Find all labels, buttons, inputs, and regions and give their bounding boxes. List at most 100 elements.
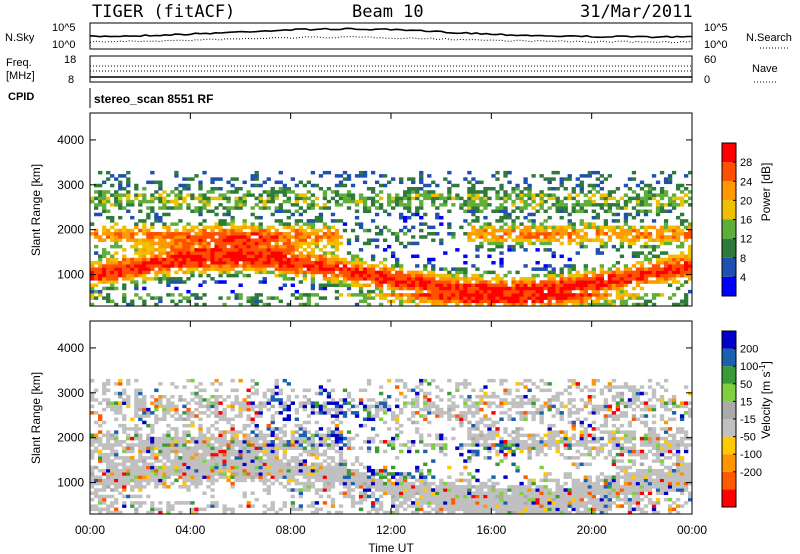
heatmap-cell	[495, 177, 500, 181]
heatmap-cell	[214, 407, 219, 412]
heatmap-cell	[90, 404, 95, 409]
heatmap-cell	[162, 251, 167, 255]
heatmap-cell	[258, 475, 263, 479]
heatmap-cell	[254, 260, 259, 265]
heatmap-cell	[415, 420, 420, 425]
heatmap-cell	[190, 264, 195, 268]
heatmap-cell	[118, 472, 123, 476]
heatmap-cell	[202, 228, 207, 233]
heatmap-cell	[366, 440, 372, 444]
heatmap-cell	[627, 296, 633, 300]
heatmap-cell	[118, 235, 123, 239]
heatmap-cell	[366, 382, 372, 386]
heatmap-cell	[178, 440, 183, 444]
heatmap-cell	[334, 289, 340, 294]
heatmap-cell	[427, 190, 432, 194]
heatmap-cell	[338, 459, 344, 463]
heatmap-cell	[395, 283, 400, 287]
heatmap-cell	[290, 257, 295, 262]
heatmap-cell	[110, 475, 115, 479]
heatmap-cell	[310, 485, 316, 489]
heatmap-cell	[366, 206, 372, 210]
heatmap-cell	[623, 193, 629, 197]
heatmap-cell	[158, 481, 163, 486]
heatmap-cell	[234, 235, 239, 239]
heatmap-cell	[150, 264, 155, 268]
heatmap-cell	[246, 472, 251, 476]
heatmap-cell	[338, 510, 344, 515]
heatmap-cell	[547, 238, 552, 242]
heatmap-cell	[579, 273, 584, 278]
heatmap-cell	[178, 449, 183, 454]
heatmap-cell	[130, 449, 135, 454]
heatmap-cell	[134, 494, 139, 499]
heatmap-cell	[290, 260, 295, 265]
heatmap-cell	[503, 170, 508, 175]
heatmap-cell	[535, 260, 540, 265]
heatmap-cell	[559, 203, 564, 207]
heatmap-cell	[607, 235, 613, 239]
heatmap-cell	[134, 280, 139, 284]
heatmap-cell	[182, 254, 187, 259]
heatmap-cell	[158, 215, 163, 220]
heatmap-cell	[419, 174, 424, 178]
heatmap-cell	[142, 420, 147, 425]
heatmap-cell	[326, 170, 332, 175]
heatmap-cell	[338, 260, 344, 265]
heatmap-cell	[214, 414, 219, 418]
heatmap-cell	[667, 296, 673, 300]
heatmap-cell	[479, 209, 484, 214]
heatmap-cell	[382, 280, 388, 284]
heatmap-cell	[683, 267, 689, 271]
heatmap-cell	[515, 286, 520, 291]
heatmap-cell	[218, 264, 223, 268]
heatmap-cell	[399, 494, 404, 499]
heatmap-cell	[170, 382, 175, 386]
heatmap-cell	[395, 420, 400, 425]
heatmap-cell	[130, 302, 135, 307]
heatmap-cell	[94, 203, 99, 207]
heatmap-cell	[118, 232, 123, 236]
heatmap-cell	[366, 270, 372, 275]
heatmap-cell	[218, 382, 223, 386]
heatmap-cell	[539, 296, 544, 300]
heatmap-cell	[282, 209, 287, 214]
heatmap-cell	[427, 273, 432, 278]
heatmap-cell	[386, 286, 392, 291]
heatmap-cell	[178, 244, 183, 249]
heatmap-cell	[294, 481, 299, 486]
heatmap-cell	[314, 244, 320, 249]
heatmap-cell	[671, 270, 677, 275]
heatmap-cell	[258, 215, 263, 220]
heatmap-cell	[198, 296, 203, 300]
heatmap-cell	[94, 449, 99, 454]
heatmap-cell	[579, 286, 584, 291]
heatmap-cell	[282, 462, 287, 467]
heatmap-cell	[138, 436, 143, 441]
heatmap-cell	[158, 267, 163, 271]
heatmap-cell	[563, 186, 568, 191]
heatmap-cell	[134, 465, 139, 470]
heatmap-cell	[154, 260, 159, 265]
heatmap-cell	[110, 472, 115, 476]
heatmap-cell	[583, 273, 588, 278]
heatmap-cell	[523, 248, 528, 252]
heatmap-cell	[479, 296, 484, 300]
heatmap-cell	[226, 196, 231, 201]
heatmap-cell	[214, 446, 219, 450]
heatmap-cell	[531, 273, 536, 278]
heatmap-cell	[411, 277, 416, 281]
heatmap-cell	[499, 257, 504, 262]
heatmap-cell	[334, 404, 340, 409]
heatmap-cell	[386, 378, 392, 383]
heatmap-cell	[202, 170, 207, 175]
heatmap-cell	[238, 468, 243, 473]
heatmap-cell	[238, 459, 243, 463]
heatmap-cell	[659, 193, 665, 197]
heatmap-cell	[98, 443, 103, 447]
heatmap-cell	[150, 277, 155, 281]
heatmap-cell	[599, 241, 604, 246]
heatmap-cell	[551, 186, 556, 191]
heatmap-cell	[531, 293, 536, 297]
heatmap-cell	[318, 465, 324, 470]
